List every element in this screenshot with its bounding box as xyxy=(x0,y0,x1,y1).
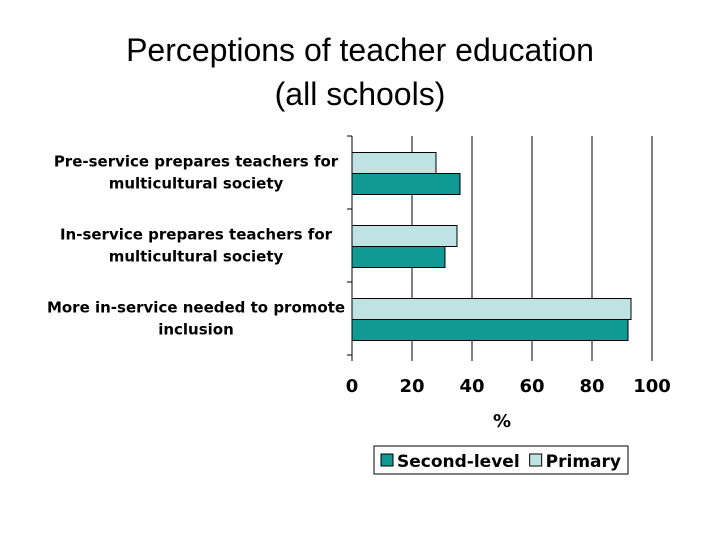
legend-label: Primary xyxy=(546,452,621,472)
category-label-line: inclusion xyxy=(158,321,234,339)
category-label: In-service prepares teachers for multicul… xyxy=(60,226,333,266)
category-label-line: In-service prepares teachers for xyxy=(60,226,333,244)
x-tick-label: 100 xyxy=(633,376,671,397)
x-tick-label: 40 xyxy=(459,376,484,397)
category-label-line: Pre-service prepares teachers for xyxy=(54,153,339,171)
category-label: More in-service needed to promote inclusi… xyxy=(47,299,345,339)
title-line-2: (all schools) xyxy=(274,76,446,112)
axes xyxy=(347,135,653,361)
bar-primary xyxy=(351,152,437,174)
slide-title: Perceptions of teacher education (all sc… xyxy=(0,28,720,116)
bars xyxy=(351,152,632,341)
x-tick-labels: 0 20 40 60 80 100 xyxy=(346,376,671,397)
category-label-line: More in-service needed to promote xyxy=(47,299,345,317)
x-tick-label: 80 xyxy=(579,376,604,397)
legend-label: Second-level xyxy=(397,452,520,472)
legend: Second-level Primary xyxy=(373,445,629,475)
category-labels: Pre-service prepares teachers for multicu… xyxy=(47,153,345,339)
bar-second-level xyxy=(351,246,446,268)
x-axis-title: % xyxy=(493,411,511,432)
category-label: Pre-service prepares teachers for multicu… xyxy=(54,153,339,193)
legend-box xyxy=(373,445,629,475)
x-tick-label: 20 xyxy=(399,376,424,397)
x-tick-label: 60 xyxy=(519,376,544,397)
bar-primary xyxy=(351,298,632,320)
bar-primary xyxy=(351,225,458,247)
category-label-line: multicultural society xyxy=(109,175,284,193)
bar-second-level xyxy=(351,173,461,195)
category-label-line: multicultural society xyxy=(109,248,284,266)
bar-second-level xyxy=(351,319,629,341)
legend-swatch xyxy=(529,453,543,467)
legend-swatch xyxy=(380,453,394,467)
x-tick-label: 0 xyxy=(346,376,359,397)
title-line-1: Perceptions of teacher education xyxy=(126,32,594,68)
